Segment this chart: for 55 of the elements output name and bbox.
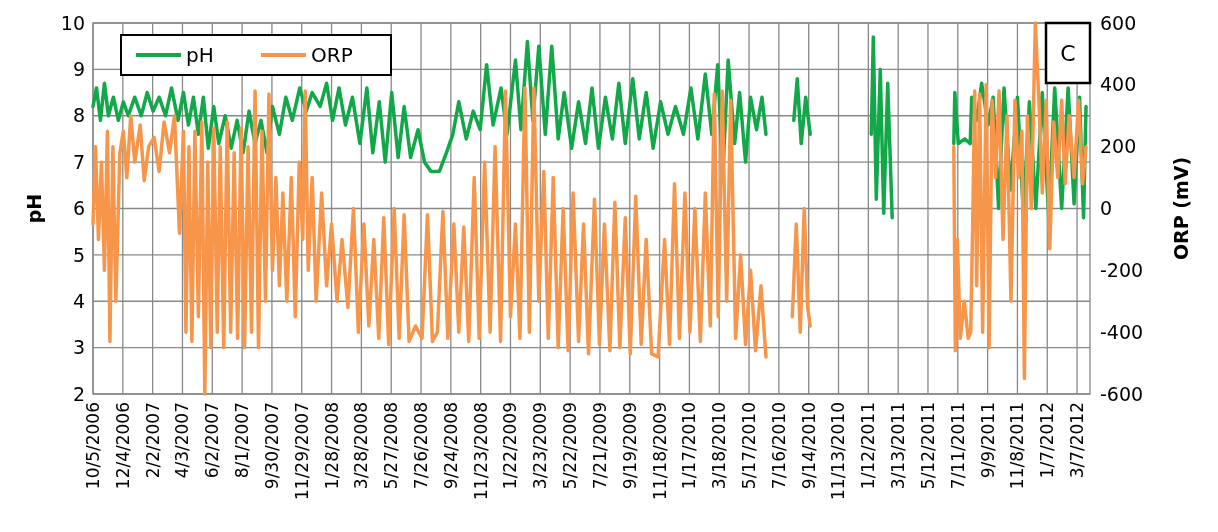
y-tick-label: 6 bbox=[72, 197, 85, 220]
y-tick-label: 9 bbox=[72, 58, 85, 81]
x-tick-label: 11/23/2008 bbox=[470, 402, 491, 500]
x-tick-label: 9/9/2011 bbox=[977, 402, 998, 479]
y2-tick-label: -400 bbox=[1100, 320, 1144, 343]
x-tick-label: 3/23/2009 bbox=[530, 402, 551, 490]
x-tick-label: 5/17/2010 bbox=[739, 402, 759, 490]
x-tick-label: 7/26/2008 bbox=[410, 402, 431, 490]
x-tick-label: 1/12/2011 bbox=[858, 402, 879, 490]
legend-label: pH bbox=[186, 43, 214, 67]
x-tick-label: 1/17/2010 bbox=[679, 402, 700, 490]
x-tick-label: 3/13/2011 bbox=[888, 402, 909, 490]
y-tick-label: 10 bbox=[60, 11, 85, 34]
x-tick-label: 3/28/2008 bbox=[351, 402, 372, 490]
x-tick-label: 11/8/2011 bbox=[1007, 402, 1028, 490]
x-tick-label: 5/27/2008 bbox=[381, 402, 402, 490]
x-tick-label: 3/7/2012 bbox=[1067, 402, 1088, 479]
x-tick-label: 10/5/2006 bbox=[82, 402, 103, 490]
x-tick-label: 7/16/2010 bbox=[768, 402, 789, 490]
x-tick-label: 9/30/2007 bbox=[261, 402, 282, 490]
y2-tick-label: -200 bbox=[1100, 258, 1144, 281]
x-tick-label: 1/28/2008 bbox=[321, 402, 342, 490]
y-tick-label: 2 bbox=[72, 382, 85, 405]
x-tick-label: 5/22/2009 bbox=[560, 402, 581, 490]
x-tick-label: 12/4/2006 bbox=[112, 402, 133, 490]
x-tick-label: 11/13/2010 bbox=[828, 402, 849, 500]
y-tick-label: 5 bbox=[72, 243, 85, 266]
y2-tick-label: 600 bbox=[1100, 11, 1137, 34]
x-tick-label: 9/19/2009 bbox=[619, 402, 640, 490]
legend-label: ORP bbox=[311, 43, 353, 67]
y2-tick-label: 0 bbox=[1100, 197, 1113, 220]
x-tick-label: 1/7/2012 bbox=[1037, 402, 1058, 479]
x-tick-label: 7/11/2011 bbox=[947, 402, 968, 490]
x-tick-label: 9/14/2010 bbox=[798, 402, 819, 490]
annotation: C bbox=[1060, 40, 1076, 66]
x-tick-label: 11/29/2007 bbox=[291, 402, 312, 500]
x-tick-label: 4/3/2007 bbox=[172, 402, 193, 479]
x-tick-label: 6/2/2007 bbox=[202, 402, 223, 479]
x-tick-label: 2/2/2007 bbox=[142, 402, 163, 479]
y2-axis-title: ORP (mV) bbox=[1170, 156, 1192, 261]
x-tick-label: 7/21/2009 bbox=[589, 402, 610, 490]
y2-tick-label: 200 bbox=[1100, 135, 1137, 158]
x-tick-label: 5/12/2011 bbox=[917, 402, 938, 490]
y-tick-label: 8 bbox=[72, 104, 85, 127]
x-tick-label: 9/24/2008 bbox=[440, 402, 461, 490]
y2-tick-label: -600 bbox=[1100, 382, 1144, 405]
x-tick-label: 1/22/2009 bbox=[500, 402, 521, 490]
x-tick-label: 8/1/2007 bbox=[232, 402, 253, 479]
y-axis-title: pH bbox=[23, 193, 45, 224]
x-tick-label: 11/18/2009 bbox=[649, 402, 670, 500]
y-tick-label: 3 bbox=[72, 336, 85, 359]
y-tick-label: 4 bbox=[72, 289, 85, 312]
y-tick-label: 7 bbox=[72, 150, 85, 173]
x-tick-label: 3/18/2010 bbox=[709, 402, 730, 490]
y2-tick-label: 400 bbox=[1100, 73, 1137, 96]
